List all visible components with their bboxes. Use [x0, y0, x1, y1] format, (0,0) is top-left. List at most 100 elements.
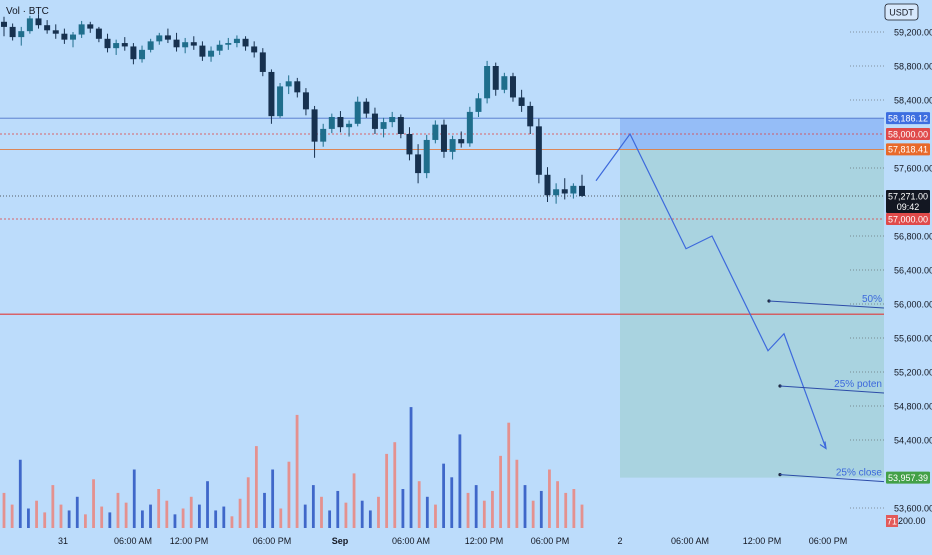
annotation[interactable]: 25% poten	[778, 379, 885, 394]
volume-bar	[124, 502, 128, 528]
candle	[484, 60, 491, 104]
price-axis[interactable]: 59,200.00 58,800.00 58,400.00 57,600.00 56,8…	[850, 0, 932, 550]
candle	[415, 144, 422, 184]
volume-bar	[173, 514, 177, 528]
candle	[466, 106, 473, 147]
candle	[190, 36, 197, 50]
volume-bar	[539, 490, 543, 528]
price-tick-label: 56,800.00	[894, 232, 932, 242]
price-tag-entry-level[interactable]: 57,818.41	[886, 143, 930, 156]
annotation-label: 50%	[862, 294, 882, 305]
price-tag-label: 53,957.39	[888, 473, 928, 483]
take-profit-zone[interactable]	[620, 149, 884, 478]
volume-bar	[246, 477, 250, 528]
candle	[173, 32, 180, 52]
price-tag-blue-level[interactable]: 58,186.12	[886, 112, 930, 125]
candle	[95, 26, 102, 43]
volume-bar	[75, 496, 79, 528]
volume-bar	[27, 508, 30, 528]
countdown-label: 09:42	[897, 202, 920, 212]
price-tag-lower-red-level[interactable]: 57,000.00	[886, 213, 930, 225]
volume-bar	[140, 510, 144, 528]
volume-bar	[336, 490, 340, 528]
candle	[371, 107, 378, 134]
candle	[561, 178, 568, 200]
price-tick-label: 54,400.00	[894, 436, 932, 446]
price-tick-label: 54,800.00	[894, 402, 932, 412]
volume-axis-label: 200.00	[898, 516, 926, 526]
price-tag-red-level[interactable]: 58,000.00	[886, 128, 930, 140]
volume-bar	[482, 500, 486, 528]
candle	[423, 134, 430, 179]
volume-bar	[352, 473, 356, 528]
volume-bar	[10, 504, 14, 528]
candle	[277, 83, 284, 118]
volume-bar	[287, 461, 291, 528]
volume-bar	[401, 489, 405, 528]
candle	[139, 45, 146, 63]
price-tick-label: 58,400.00	[894, 96, 932, 106]
volume-bar	[295, 414, 299, 528]
candle	[61, 28, 68, 44]
candle	[233, 35, 240, 48]
candle	[328, 113, 335, 134]
candle	[320, 123, 327, 147]
candle	[380, 117, 387, 138]
volume-bar	[254, 446, 258, 528]
time-axis[interactable]: 31 06:00 AM 12:00 PM 06:00 PM Sep 06:00 AM 12:…	[0, 532, 884, 550]
price-tick-label: 58,800.00	[894, 62, 932, 72]
candle	[501, 72, 508, 94]
annotation[interactable]: 25% close	[778, 468, 885, 483]
currency-badge[interactable]: USDT	[884, 3, 919, 21]
volume-bar	[499, 455, 502, 528]
volume-bar	[580, 504, 584, 528]
price-tag-label: 57,818.41	[888, 145, 928, 155]
symbol-label: Vol · BTC	[6, 6, 49, 17]
price-tag-target-level[interactable]: 53,957.39	[886, 471, 930, 484]
annotation[interactable]: 50%	[767, 294, 885, 309]
volume-bar	[377, 496, 380, 528]
volume-bar	[2, 492, 6, 528]
candle	[449, 135, 456, 160]
volume-bar	[222, 506, 226, 528]
candle	[302, 88, 309, 116]
candle	[458, 131, 465, 148]
volume-bar	[67, 510, 71, 528]
candle	[509, 72, 516, 102]
volume-bar	[344, 502, 348, 528]
candle	[346, 120, 353, 137]
volume-bar	[165, 500, 169, 528]
volume-bar	[132, 469, 136, 528]
time-tick-label: 06:00 PM	[809, 536, 848, 546]
volume-bar	[507, 422, 511, 528]
price-tag-label: 58,186.12	[888, 113, 928, 123]
volume-bar	[368, 510, 372, 528]
candle	[182, 37, 189, 54]
candle	[9, 23, 16, 41]
volume-bar	[523, 485, 527, 528]
candle	[121, 37, 128, 51]
volume-bar	[442, 463, 446, 528]
candle	[1, 16, 7, 37]
price-tick-label: 56,000.00	[894, 300, 932, 310]
volume-bar	[450, 477, 454, 528]
volume-bar	[474, 485, 478, 528]
candle	[440, 119, 447, 158]
price-tick-label: 53,600.00	[894, 504, 932, 514]
price-tick-label: 55,200.00	[894, 368, 932, 378]
volume-bar	[43, 512, 47, 528]
price-axis-background	[884, 0, 932, 550]
volume-bar	[491, 490, 494, 528]
candle	[259, 48, 266, 77]
volume-bar	[572, 489, 576, 528]
volume-bar	[181, 508, 185, 528]
time-tick-label: 31	[58, 536, 68, 546]
candle	[87, 21, 94, 33]
annotation-label: 25% poten	[834, 379, 882, 390]
volume-value-tag[interactable]: 71	[886, 515, 898, 527]
volume-bar	[84, 514, 87, 528]
projection-path[interactable]	[595, 132, 827, 449]
